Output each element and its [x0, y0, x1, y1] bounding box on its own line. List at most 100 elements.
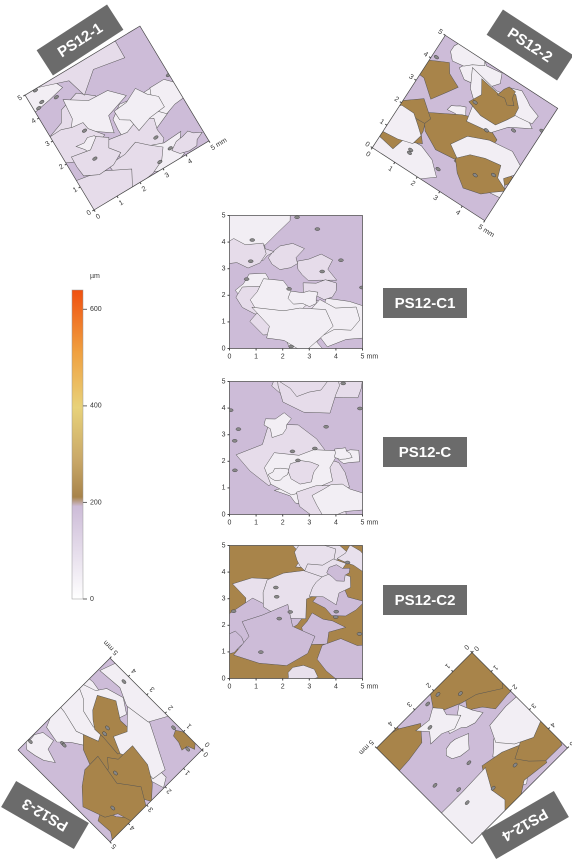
surface-patch — [263, 412, 292, 438]
y-tick-label: 1 — [184, 768, 192, 776]
surface-pit — [435, 692, 441, 697]
y-tick — [384, 123, 388, 126]
y-tick-label: 1 — [222, 649, 226, 656]
x-tick-label: 2 — [281, 353, 285, 360]
map-frame — [376, 652, 568, 844]
y-tick — [92, 209, 95, 212]
x-tick-label: 1 — [254, 519, 258, 526]
label-box — [383, 288, 467, 318]
surface-pit — [406, 150, 412, 155]
colorbar — [71, 289, 84, 600]
y-tick-label: 5 — [222, 542, 226, 549]
y-tick-label: 2 — [222, 458, 226, 465]
x-tick-label: 3 — [164, 172, 171, 180]
surface-pit — [167, 146, 173, 151]
y-tick-label: 2 — [222, 622, 226, 629]
surface-patch — [70, 136, 122, 177]
y-tick — [370, 146, 373, 149]
x-tick-label: 3 — [307, 353, 311, 360]
x-tick-label: 2 — [281, 519, 285, 526]
label-box — [481, 791, 569, 859]
surface-patch — [229, 215, 291, 252]
x-tick-label: 2 — [141, 185, 148, 193]
surface-pit — [323, 425, 329, 429]
x-tick — [415, 176, 418, 179]
map-frame — [17, 657, 203, 843]
y-tick — [78, 186, 81, 189]
y-tick — [164, 786, 167, 789]
y-tick-label: 3 — [44, 140, 51, 148]
map-frame — [229, 545, 363, 679]
x-tick — [412, 708, 416, 711]
surface-pit — [357, 406, 363, 411]
x-tick-label: 2 — [409, 180, 416, 188]
y-tick — [201, 749, 204, 752]
surface-pit — [185, 746, 190, 752]
x-tick-label: 1 — [254, 683, 258, 690]
y-tick-label: 4 — [129, 824, 137, 832]
x-tick — [185, 154, 188, 157]
x-tick-label: 1 — [443, 662, 451, 670]
y-tick-label: 5 — [568, 740, 572, 748]
surface-pit — [288, 344, 294, 349]
map-label: PS12-C2 — [383, 585, 467, 615]
x-tick-label: 4 — [454, 209, 461, 217]
y-tick-label: 4 — [30, 117, 37, 125]
y-tick-label: 4 — [422, 51, 429, 59]
y-tick-label: 0 — [202, 750, 210, 758]
x-tick-label: 4 — [334, 519, 338, 526]
x-tick — [183, 729, 186, 732]
x-tick-label: 5 — [361, 683, 365, 690]
map-label: PS12-C — [383, 437, 467, 467]
surface-pit — [171, 725, 176, 731]
x-tick-label: 1 — [186, 722, 194, 730]
x-tick-label: 4 — [334, 353, 338, 360]
y-tick-label: 5 — [111, 842, 119, 850]
surface-pit — [273, 585, 279, 590]
y-tick-label: 1 — [222, 485, 226, 492]
surface-patch — [496, 86, 516, 107]
x-tick — [393, 727, 396, 730]
y-tick — [490, 669, 493, 672]
surface-pit — [232, 468, 238, 473]
map-texture — [376, 652, 563, 844]
surface-patch — [326, 564, 351, 582]
surface-pit — [249, 238, 255, 242]
label-box — [36, 4, 124, 76]
y-tick — [183, 768, 186, 771]
surface-pit — [458, 691, 463, 696]
surface-pit — [356, 632, 363, 636]
surface-pit — [276, 616, 282, 621]
y-tick-label: 0 — [222, 345, 226, 352]
y-tick-label: 4 — [222, 239, 226, 246]
map-frame — [371, 34, 559, 222]
surface-pit — [408, 147, 414, 152]
map-frame — [24, 25, 210, 211]
axis-unit: mm — [482, 227, 496, 239]
surface-pit — [110, 805, 116, 811]
x-tick — [162, 168, 165, 171]
surface-pit — [333, 615, 339, 619]
surface-pit — [82, 128, 87, 133]
y-tick-label: 4 — [548, 721, 556, 729]
y-tick-label: 2 — [393, 96, 400, 104]
surface-pit — [333, 609, 339, 614]
x-tick-label: 5 — [367, 738, 375, 746]
surface-patch — [455, 154, 507, 195]
map-texture — [229, 545, 363, 679]
y-tick-label: 1 — [72, 186, 79, 194]
map-frame — [229, 381, 363, 515]
x-tick — [451, 669, 454, 672]
surface-patch — [287, 460, 320, 485]
surface-pit — [511, 128, 516, 133]
y-tick-label: 0 — [222, 511, 226, 518]
surface-pit — [232, 439, 238, 443]
y-tick — [443, 33, 446, 36]
map-label: PS12-C1 — [383, 288, 467, 318]
y-tick-label: 0 — [364, 141, 371, 149]
y-tick-label: 0 — [472, 644, 480, 652]
